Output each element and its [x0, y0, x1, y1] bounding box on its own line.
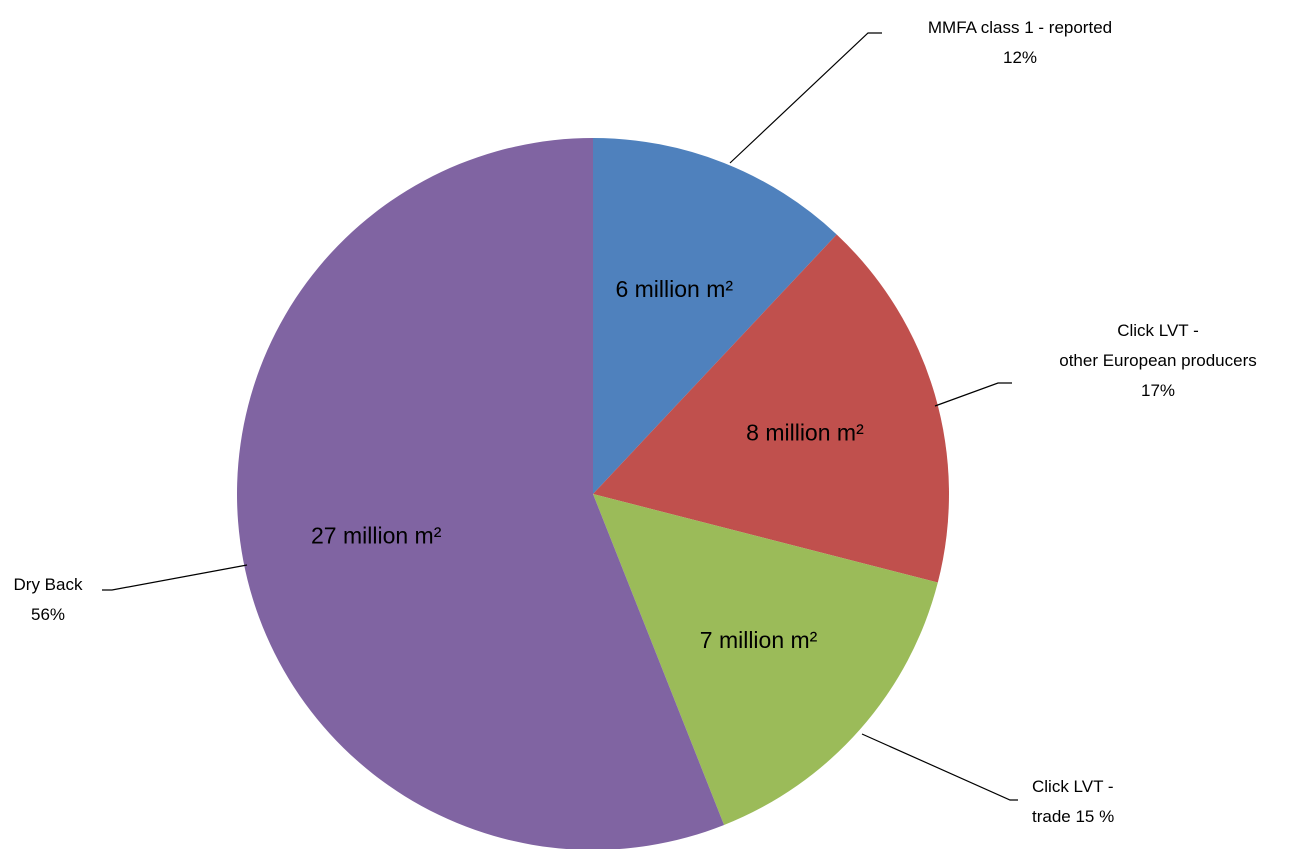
slice-name-line: trade 15 %: [1032, 807, 1114, 826]
slice-percent-label: 17%: [1141, 381, 1175, 400]
leader-line: [861, 733, 1018, 801]
slice-percent-label: 56%: [31, 605, 65, 624]
slice-name-line: Click LVT -: [1117, 321, 1199, 340]
slice-name-line: Click LVT -: [1032, 777, 1114, 796]
leader-lines: [102, 32, 1018, 801]
leader-line: [729, 32, 882, 164]
slice-value-labels: 6 million m² 8 million m² 7 million m² 27 m…: [311, 276, 864, 653]
slice-name-line: Dry Back: [14, 575, 83, 594]
pie-slice: [593, 494, 938, 826]
slice-category-labels: MMFA class 1 - reported 12% Click LVT - oth…: [14, 18, 1257, 826]
slice-value-label: 8 million m²: [746, 419, 864, 445]
slice-value-label: 27 million m²: [311, 522, 442, 548]
slice-category-label: Click LVT - other European producers 17%: [1059, 321, 1257, 400]
slice-category-label: MMFA class 1 - reported 12%: [928, 18, 1112, 67]
slice-name-line: other European producers: [1059, 351, 1257, 370]
slice-category-label: Dry Back 56%: [14, 575, 83, 624]
slice-percent-label: 12%: [1003, 48, 1037, 67]
leader-line: [934, 382, 1012, 407]
slice-value-label: 6 million m²: [615, 276, 733, 302]
slice-category-label: Click LVT - trade 15 %: [1032, 777, 1114, 826]
slice-value-label: 7 million m²: [700, 627, 818, 653]
leader-line: [102, 564, 248, 591]
slice-name-line: MMFA class 1 - reported: [928, 18, 1112, 37]
pie-slices: [237, 138, 949, 849]
pie-slice: [593, 138, 837, 494]
pie-slice: [593, 234, 949, 583]
pie-slice: [237, 138, 725, 849]
